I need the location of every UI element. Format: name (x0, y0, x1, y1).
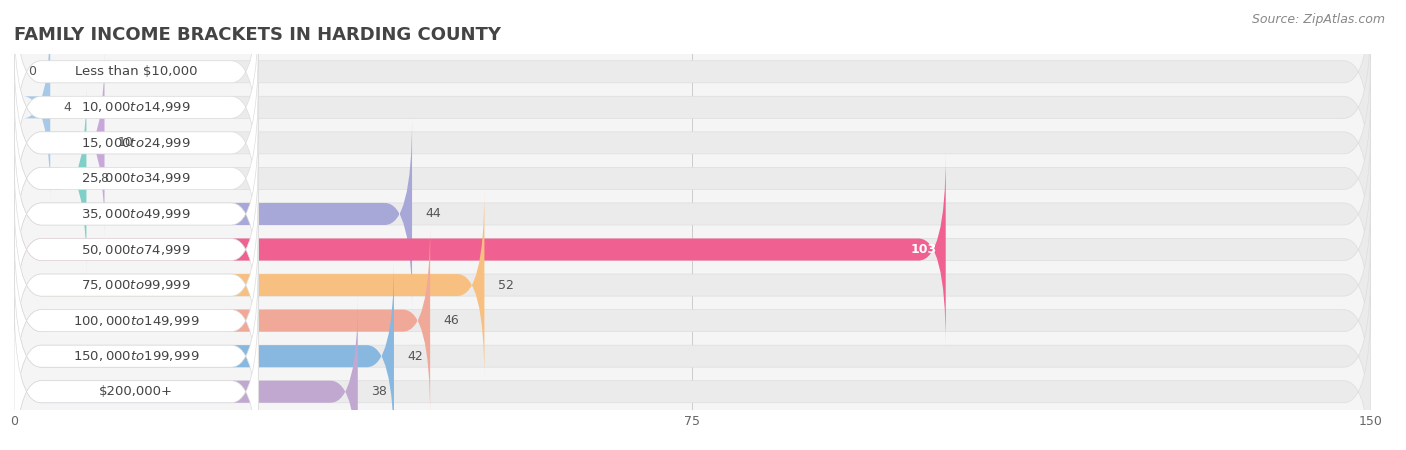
Text: $10,000 to $14,999: $10,000 to $14,999 (82, 100, 191, 114)
Bar (14, 267, 1371, 303)
FancyBboxPatch shape (14, 261, 394, 450)
Text: $35,000 to $49,999: $35,000 to $49,999 (82, 207, 191, 221)
FancyBboxPatch shape (14, 225, 430, 416)
Text: 44: 44 (426, 207, 441, 220)
Text: 10: 10 (118, 136, 134, 149)
FancyBboxPatch shape (14, 47, 259, 239)
FancyBboxPatch shape (14, 261, 1371, 450)
FancyBboxPatch shape (14, 296, 357, 450)
Text: 46: 46 (444, 314, 460, 327)
FancyBboxPatch shape (14, 189, 259, 381)
FancyBboxPatch shape (14, 12, 51, 203)
Text: $150,000 to $199,999: $150,000 to $199,999 (73, 349, 200, 363)
Text: 38: 38 (371, 385, 387, 398)
FancyBboxPatch shape (14, 225, 259, 416)
FancyBboxPatch shape (14, 12, 259, 203)
Bar (14, 196, 1371, 232)
Text: $100,000 to $149,999: $100,000 to $149,999 (73, 314, 200, 328)
Text: 0: 0 (28, 65, 35, 78)
Text: Less than $10,000: Less than $10,000 (75, 65, 197, 78)
Bar (14, 125, 1371, 161)
Text: 4: 4 (63, 101, 72, 114)
Text: $25,000 to $34,999: $25,000 to $34,999 (82, 171, 191, 185)
FancyBboxPatch shape (14, 154, 259, 345)
Bar (14, 303, 1371, 338)
Bar (14, 232, 1371, 267)
Text: 103: 103 (911, 243, 936, 256)
Bar (14, 161, 1371, 196)
Bar (14, 374, 1371, 410)
FancyBboxPatch shape (14, 296, 1371, 450)
Text: 52: 52 (498, 279, 513, 292)
Text: $15,000 to $24,999: $15,000 to $24,999 (82, 136, 191, 150)
FancyBboxPatch shape (14, 0, 1371, 167)
FancyBboxPatch shape (14, 261, 259, 450)
Text: $200,000+: $200,000+ (100, 385, 173, 398)
FancyBboxPatch shape (14, 0, 259, 167)
FancyBboxPatch shape (14, 118, 412, 310)
Text: $50,000 to $74,999: $50,000 to $74,999 (82, 243, 191, 256)
FancyBboxPatch shape (14, 154, 1371, 345)
FancyBboxPatch shape (14, 12, 1371, 203)
FancyBboxPatch shape (14, 296, 259, 450)
Text: FAMILY INCOME BRACKETS IN HARDING COUNTY: FAMILY INCOME BRACKETS IN HARDING COUNTY (14, 26, 501, 44)
FancyBboxPatch shape (14, 189, 485, 381)
Bar (14, 338, 1371, 374)
FancyBboxPatch shape (14, 225, 1371, 416)
FancyBboxPatch shape (14, 83, 1371, 274)
Bar (14, 54, 1371, 90)
Text: $75,000 to $99,999: $75,000 to $99,999 (82, 278, 191, 292)
FancyBboxPatch shape (14, 47, 104, 239)
Text: Source: ZipAtlas.com: Source: ZipAtlas.com (1251, 14, 1385, 27)
FancyBboxPatch shape (14, 118, 1371, 310)
FancyBboxPatch shape (14, 189, 1371, 381)
FancyBboxPatch shape (14, 154, 946, 345)
FancyBboxPatch shape (14, 118, 259, 310)
Text: 8: 8 (100, 172, 108, 185)
FancyBboxPatch shape (14, 83, 86, 274)
FancyBboxPatch shape (14, 47, 1371, 239)
Bar (14, 90, 1371, 125)
Text: 42: 42 (408, 350, 423, 363)
FancyBboxPatch shape (14, 83, 259, 274)
